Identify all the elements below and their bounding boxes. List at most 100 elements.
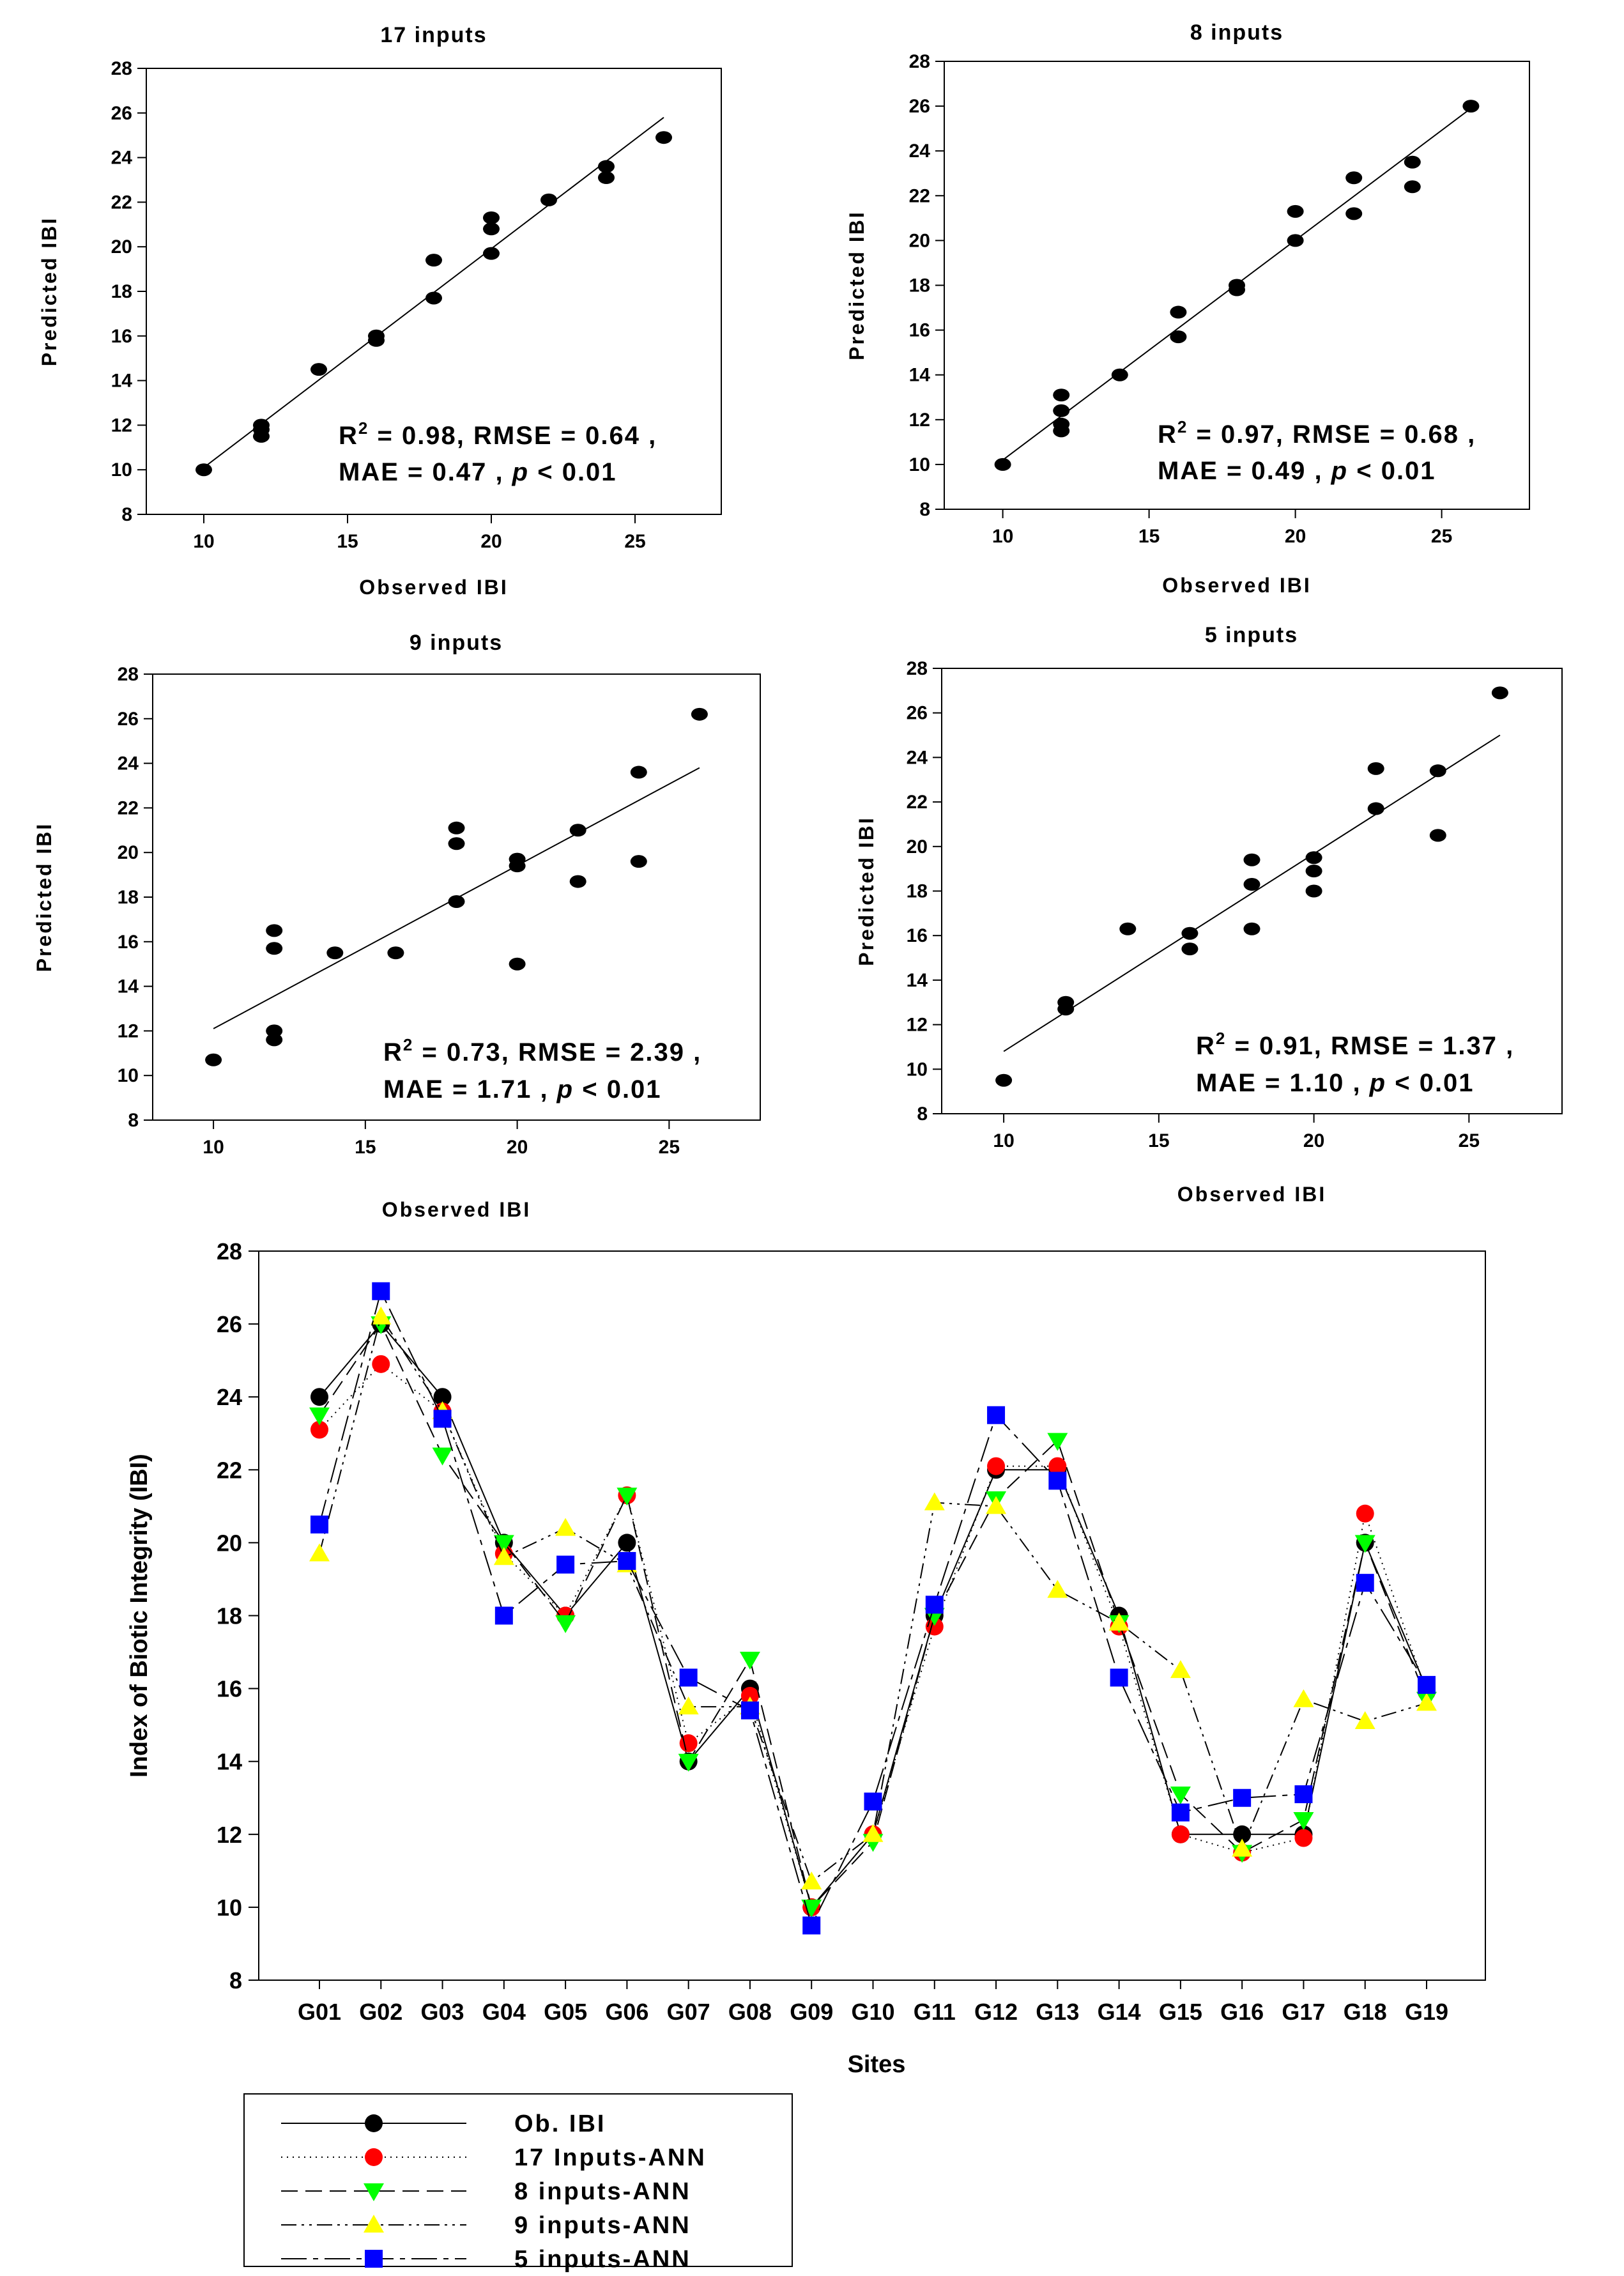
x-tick-label: G07 bbox=[667, 1999, 710, 2025]
data-point bbox=[569, 824, 586, 837]
x-axis-label: Observed IBI bbox=[382, 1198, 531, 1221]
series-marker bbox=[987, 1406, 1006, 1424]
y-tick-label: 14 bbox=[217, 1749, 242, 1775]
panel-title: 17 inputs bbox=[380, 23, 487, 47]
series-marker bbox=[1110, 1668, 1128, 1687]
series-marker bbox=[740, 1701, 759, 1719]
series-marker bbox=[433, 1410, 452, 1428]
data-point bbox=[598, 160, 615, 173]
data-point bbox=[1491, 686, 1508, 700]
y-tick-label: 10 bbox=[111, 459, 132, 481]
series-marker bbox=[493, 1535, 514, 1553]
x-tick-label: 25 bbox=[1431, 526, 1452, 547]
y-tick-label: 12 bbox=[217, 1822, 242, 1848]
data-point bbox=[1287, 234, 1304, 247]
data-point bbox=[266, 942, 283, 955]
data-point bbox=[448, 837, 465, 850]
y-tick-label: 8 bbox=[917, 1103, 928, 1125]
data-point bbox=[1229, 283, 1245, 296]
panel-title: 5 inputs bbox=[1205, 623, 1298, 647]
data-point bbox=[509, 957, 526, 971]
legend-label: 17 Inputs-ANN bbox=[514, 2144, 707, 2171]
legend-marker bbox=[365, 2250, 383, 2268]
data-point bbox=[1053, 388, 1070, 402]
x-tick-label: G18 bbox=[1344, 1999, 1387, 2025]
data-point bbox=[1111, 368, 1128, 381]
series-4 bbox=[309, 1306, 1437, 1889]
series-marker bbox=[1233, 1788, 1252, 1807]
legend-marker bbox=[365, 2148, 383, 2166]
data-point bbox=[266, 1033, 283, 1047]
x-tick-label: G14 bbox=[1098, 1999, 1141, 2025]
data-point bbox=[1053, 404, 1070, 417]
data-point bbox=[1305, 865, 1322, 878]
data-point bbox=[630, 765, 647, 779]
series-marker bbox=[310, 1515, 328, 1534]
series-marker bbox=[1171, 1803, 1190, 1822]
stats-line-2: MAE = 0.49 , p < 0.01 bbox=[1158, 457, 1436, 485]
x-tick-label: G05 bbox=[544, 1999, 587, 2025]
series-marker bbox=[432, 1447, 453, 1466]
legend: Ob. IBI 17 Inputs-ANN 8 inputs-ANN 9 inputs… bbox=[243, 2093, 793, 2273]
y-tick-label: 26 bbox=[909, 96, 930, 117]
x-tick-label: 15 bbox=[1138, 526, 1160, 547]
series-marker bbox=[1232, 1838, 1253, 1857]
y-tick-label: 20 bbox=[118, 842, 139, 863]
data-point bbox=[266, 1024, 283, 1038]
series-marker bbox=[925, 1596, 944, 1614]
y-tick-label: 14 bbox=[111, 371, 133, 392]
y-axis-label: Index of Biotic Integrity (IBI) bbox=[126, 1454, 153, 1778]
data-point bbox=[195, 463, 212, 477]
data-point bbox=[1170, 330, 1187, 344]
data-point bbox=[691, 707, 708, 721]
y-tick-label: 20 bbox=[909, 230, 930, 251]
x-tick-label: G11 bbox=[914, 1999, 956, 2025]
y-tick-label: 16 bbox=[907, 925, 928, 946]
series-marker bbox=[987, 1457, 1006, 1475]
data-point bbox=[1053, 424, 1070, 438]
y-tick-label: 10 bbox=[909, 454, 930, 475]
data-point bbox=[425, 291, 442, 305]
series-marker bbox=[1171, 1825, 1190, 1843]
series-marker bbox=[555, 1518, 576, 1536]
data-point bbox=[1170, 305, 1187, 319]
x-tick-label: 25 bbox=[624, 531, 645, 552]
series-marker bbox=[618, 1534, 636, 1552]
panel-title: 8 inputs bbox=[1190, 20, 1283, 45]
stats-line-1: R2 = 0.97, RMSE = 0.68 , bbox=[1158, 417, 1476, 449]
x-tick-label: 10 bbox=[193, 531, 214, 552]
x-tick-label: 20 bbox=[1303, 1130, 1324, 1151]
y-tick-label: 18 bbox=[909, 275, 930, 296]
y-tick-label: 14 bbox=[907, 970, 928, 991]
series-marker bbox=[1293, 1811, 1314, 1830]
y-tick-label: 26 bbox=[217, 1311, 242, 1337]
x-tick-label: 20 bbox=[507, 1137, 528, 1158]
series-marker bbox=[1170, 1787, 1191, 1805]
y-tick-label: 12 bbox=[111, 415, 132, 436]
y-tick-label: 10 bbox=[217, 1895, 242, 1921]
scatter-panel-4: 8 10 12 14 16 18 20 22 24 26 28 10 15 20 25 5 inputs Obs… bbox=[855, 623, 1563, 1206]
data-point bbox=[1287, 204, 1304, 218]
series-marker bbox=[493, 1547, 514, 1565]
data-point bbox=[1429, 829, 1446, 842]
series-marker bbox=[433, 1388, 452, 1406]
x-tick-label: 25 bbox=[659, 1137, 680, 1158]
series-marker bbox=[801, 1899, 822, 1918]
y-tick-label: 10 bbox=[118, 1065, 139, 1086]
y-tick-label: 10 bbox=[907, 1059, 928, 1080]
y-tick-label: 22 bbox=[118, 797, 139, 819]
panel-title: 9 inputs bbox=[410, 631, 503, 655]
series-marker bbox=[1048, 1457, 1067, 1475]
x-tick-label: 20 bbox=[480, 531, 502, 552]
series-marker bbox=[372, 1355, 390, 1373]
y-tick-label: 18 bbox=[907, 881, 928, 902]
x-tick-label: 15 bbox=[1148, 1130, 1169, 1151]
stats-line-2: MAE = 1.10 , p < 0.01 bbox=[1196, 1069, 1475, 1097]
stats-line-2: MAE = 1.71 , p < 0.01 bbox=[383, 1075, 662, 1103]
plot-frame bbox=[258, 1250, 1486, 1981]
data-point bbox=[483, 247, 500, 260]
x-tick-label: G04 bbox=[482, 1999, 526, 2025]
y-tick-label: 14 bbox=[909, 365, 931, 386]
legend-marker bbox=[364, 2215, 384, 2233]
